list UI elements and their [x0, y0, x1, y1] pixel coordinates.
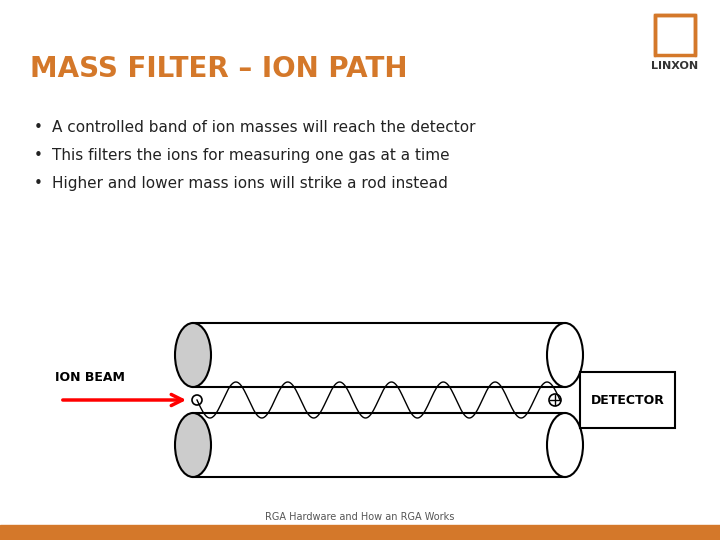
Text: LINXON: LINXON — [652, 61, 698, 71]
Text: DETECTOR: DETECTOR — [590, 394, 665, 407]
Bar — [663, 23, 687, 47]
Bar — [193, 413, 565, 477]
Bar — [655, 15, 695, 55]
Text: A controlled band of ion masses will reach the detector: A controlled band of ion masses will rea… — [52, 120, 475, 135]
FancyBboxPatch shape — [580, 372, 675, 428]
Text: •: • — [34, 148, 43, 163]
Ellipse shape — [547, 413, 583, 477]
Bar — [0, 525, 720, 540]
Text: MASS FILTER – ION PATH: MASS FILTER – ION PATH — [30, 55, 408, 83]
Text: •: • — [34, 120, 43, 135]
Text: •: • — [34, 176, 43, 191]
Ellipse shape — [547, 323, 583, 387]
Bar — [193, 323, 565, 387]
Text: RGA Hardware and How an RGA Works: RGA Hardware and How an RGA Works — [265, 512, 455, 522]
Ellipse shape — [175, 413, 211, 477]
Ellipse shape — [175, 323, 211, 387]
Text: This filters the ions for measuring one gas at a time: This filters the ions for measuring one … — [52, 148, 449, 163]
Text: ION BEAM: ION BEAM — [55, 371, 125, 384]
Text: Higher and lower mass ions will strike a rod instead: Higher and lower mass ions will strike a… — [52, 176, 448, 191]
